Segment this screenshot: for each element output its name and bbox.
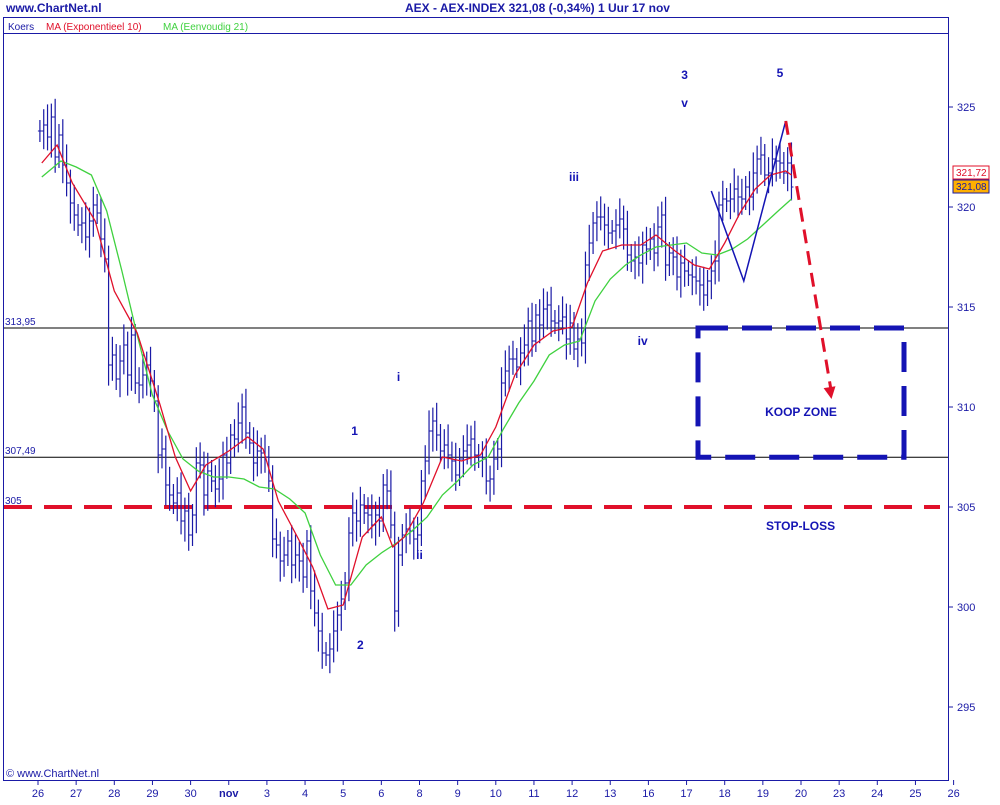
x-tick-label: 27 [70,788,82,800]
x-tick-label: 28 [108,788,120,800]
wave-label: iv [638,334,648,348]
x-tick-label: 3 [264,788,270,800]
price-box-label: 321,08 [956,182,987,193]
legend: Koers MA (Exponentieel 10) MA (Eenvoudig 2… [8,22,248,33]
wave-label: 1 [351,424,358,438]
x-tick-label: 11 [528,788,539,800]
x-tick-label: 18 [719,788,731,800]
x-tick-label: 26 [32,788,44,800]
x-tick-label: 10 [490,788,502,800]
x-tick-label: nov [219,788,239,800]
x-tick-label: 30 [184,788,196,800]
x-tick-label: 23 [833,788,845,800]
wave-label: iii [569,170,579,184]
wave-label: ii [416,548,423,562]
x-tick-label: 26 [947,788,959,800]
koop-zone-box [695,325,907,460]
x-tick-label: 8 [416,788,422,800]
level-label: 305 [5,496,22,507]
x-tick-label: 25 [909,788,921,800]
projection-line [710,120,787,284]
x-tick-label: 19 [757,788,769,800]
x-tick-label: 5 [340,788,346,800]
chart-title: AEX - AEX-INDEX 321,08 (-0,34%) 1 Uur 17… [405,1,670,15]
wave-label: i [397,370,400,384]
legend-entry: Koers [8,22,34,33]
y-tick-label: 310 [957,402,975,414]
copyright-text: © www.ChartNet.nl [6,768,99,780]
wave-label: 5 [777,66,784,80]
x-tick-label: 12 [566,788,578,800]
level-label: 307,49 [5,446,36,457]
level-label: 313,95 [5,317,36,328]
wave-label: 2 [357,638,364,652]
x-tick-label: 29 [146,788,158,800]
y-axis: 295 300 305 310 315 320 325 321,72 321,08 [948,102,990,714]
stop-loss-label: STOP-LOSS [766,519,835,533]
projection-layer [710,120,836,399]
x-axis: 26 27 28 29 30 nov 3 4 5 6 8 9 10 11 12 13 16 17 18 19 20 23 2… [32,780,960,800]
koop-zone-layer: KOOP ZONE [695,325,907,460]
y-tick-label: 325 [957,102,975,114]
series-layer [37,98,794,674]
site-link[interactable]: www.ChartNet.nl [6,1,102,15]
wave-label: v [681,96,688,110]
wave-label: 3 [681,68,688,82]
plot-frame [3,17,949,781]
x-tick-label: 20 [795,788,807,800]
y-tick-label: 300 [957,602,975,614]
x-tick-label: 9 [455,788,461,800]
x-tick-label: 24 [871,788,883,800]
price-box-label: 321,72 [956,168,987,179]
legend-entry: MA (Exponentieel 10) [46,22,142,33]
y-tick-label: 315 [957,302,975,314]
koop-zone-label: KOOP ZONE [765,405,837,419]
x-tick-label: 4 [302,788,308,800]
price-box [952,179,990,194]
y-tick-label: 320 [957,202,975,214]
y-tick-label: 295 [957,702,975,714]
x-tick-label: 16 [642,788,654,800]
legend-entry: MA (Eenvoudig 21) [163,22,248,33]
x-tick-label: 17 [680,788,692,800]
arrow-head [823,386,836,399]
ema10-line [41,143,792,610]
x-tick-label: 6 [378,788,384,800]
price-box [952,165,990,180]
projection-arrow [784,120,833,394]
x-tick-label: 13 [604,788,616,800]
y-tick-label: 305 [957,502,975,514]
